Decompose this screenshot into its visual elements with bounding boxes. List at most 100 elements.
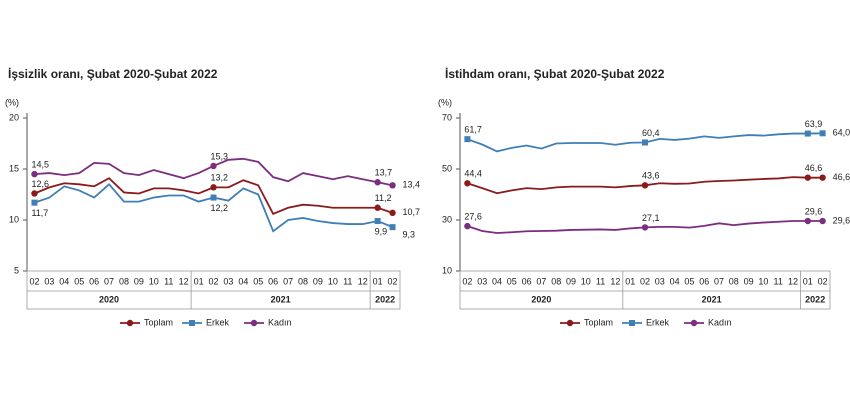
value-label: 10,7 [403, 207, 421, 217]
x-tick-label: 12 [610, 276, 620, 286]
data-point [210, 194, 217, 201]
data-point [31, 190, 38, 197]
legend-label: Kadın [708, 317, 732, 327]
x-tick-label: 01 [803, 276, 813, 286]
x-tick-label: 01 [194, 276, 204, 286]
data-point [374, 218, 381, 225]
data-point [31, 170, 38, 178]
data-point [804, 130, 811, 137]
value-label: 63,9 [805, 119, 823, 129]
value-label: 11,2 [375, 193, 392, 203]
x-tick-label: 05 [253, 276, 263, 286]
year-label: 2022 [805, 294, 825, 304]
data-point [210, 162, 217, 170]
x-tick-label: 06 [699, 276, 709, 286]
data-point [464, 180, 471, 187]
data-point [464, 136, 471, 143]
legend-marker [189, 320, 195, 326]
year-label: 2021 [702, 294, 722, 304]
legend-label: Toplam [584, 317, 613, 327]
x-tick-label: 05 [684, 276, 694, 286]
y-tick-label: 70 [442, 112, 452, 122]
year-label: 2022 [375, 294, 395, 304]
value-label: 12,2 [211, 203, 229, 213]
y-tick-label: 5 [14, 265, 19, 275]
legend-label: Erkek [646, 317, 670, 327]
value-label: 27,1 [642, 213, 660, 223]
year-label: 2020 [531, 294, 551, 304]
value-label: 13,2 [211, 173, 229, 183]
year-label: 2020 [99, 294, 119, 304]
x-tick-label: 05 [74, 276, 84, 286]
y-tick-label: 30 [442, 214, 452, 224]
x-tick-label: 02 [208, 276, 218, 286]
x-tick-label: 10 [328, 276, 338, 286]
x-tick-label: 03 [477, 276, 487, 286]
data-point [31, 199, 38, 206]
legend-label: Kadın [268, 317, 292, 327]
legend-label: Erkek [206, 317, 230, 327]
x-tick-label: 07 [714, 276, 724, 286]
x-tick-label: 10 [581, 276, 591, 286]
value-label: 13,4 [403, 180, 421, 190]
year-label: 2021 [271, 294, 291, 304]
x-tick-label: 09 [313, 276, 323, 286]
chart-title: İstihdam oranı, Şubat 2020-Şubat 2022 [445, 66, 665, 81]
x-tick-label: 07 [283, 276, 293, 286]
value-label: 29,6 [833, 215, 850, 225]
y-tick-label: 15 [9, 163, 19, 173]
x-tick-label: 02 [388, 276, 398, 286]
x-tick-label: 11 [774, 276, 783, 286]
x-tick-label: 11 [343, 276, 352, 286]
value-label: 14,5 [31, 159, 49, 169]
x-tick-label: 05 [507, 276, 517, 286]
x-tick-label: 10 [149, 276, 159, 286]
value-label: 43,6 [642, 171, 660, 181]
data-point [210, 184, 217, 191]
legend-marker [126, 319, 134, 327]
value-label: 9,3 [403, 230, 416, 240]
value-label: 9,9 [375, 226, 388, 236]
value-label: 27,6 [464, 211, 482, 221]
legend-label: Toplam [144, 317, 173, 327]
x-tick-label: 12 [179, 276, 189, 286]
x-tick-label: 04 [670, 276, 680, 286]
y-axis-label: (%) [438, 97, 452, 107]
x-tick-label: 06 [89, 276, 99, 286]
value-label: 13,7 [375, 168, 393, 178]
data-point [389, 209, 396, 217]
x-tick-label: 07 [104, 276, 114, 286]
data-point [819, 174, 826, 181]
value-label: 29,6 [805, 206, 823, 216]
y-tick-label: 10 [442, 265, 452, 275]
data-point [389, 182, 396, 189]
data-point [374, 204, 381, 211]
x-tick-label: 06 [522, 276, 532, 286]
x-tick-label: 03 [655, 276, 665, 286]
data-point [464, 222, 471, 230]
x-tick-label: 11 [164, 276, 173, 286]
value-label: 12,6 [31, 179, 49, 189]
value-label: 46,6 [833, 172, 850, 182]
data-point [374, 179, 381, 186]
y-axis-label: (%) [5, 97, 19, 107]
y-tick-label: 10 [9, 214, 19, 224]
x-tick-label: 01 [625, 276, 635, 286]
data-point [389, 224, 396, 231]
x-tick-label: 08 [729, 276, 739, 286]
x-tick-label: 12 [788, 276, 798, 286]
legend-marker [250, 319, 258, 327]
data-point [641, 224, 649, 231]
data-point [642, 139, 648, 146]
x-tick-label: 02 [818, 276, 828, 286]
x-tick-label: 04 [59, 276, 69, 286]
data-point [641, 182, 649, 189]
value-label: 11,7 [31, 208, 48, 218]
x-tick-label: 02 [640, 276, 650, 286]
x-tick-label: 08 [119, 276, 129, 286]
value-label: 64,0 [833, 128, 850, 138]
x-tick-label: 09 [134, 276, 144, 286]
y-tick-label: 20 [9, 112, 19, 122]
x-tick-label: 03 [223, 276, 233, 286]
